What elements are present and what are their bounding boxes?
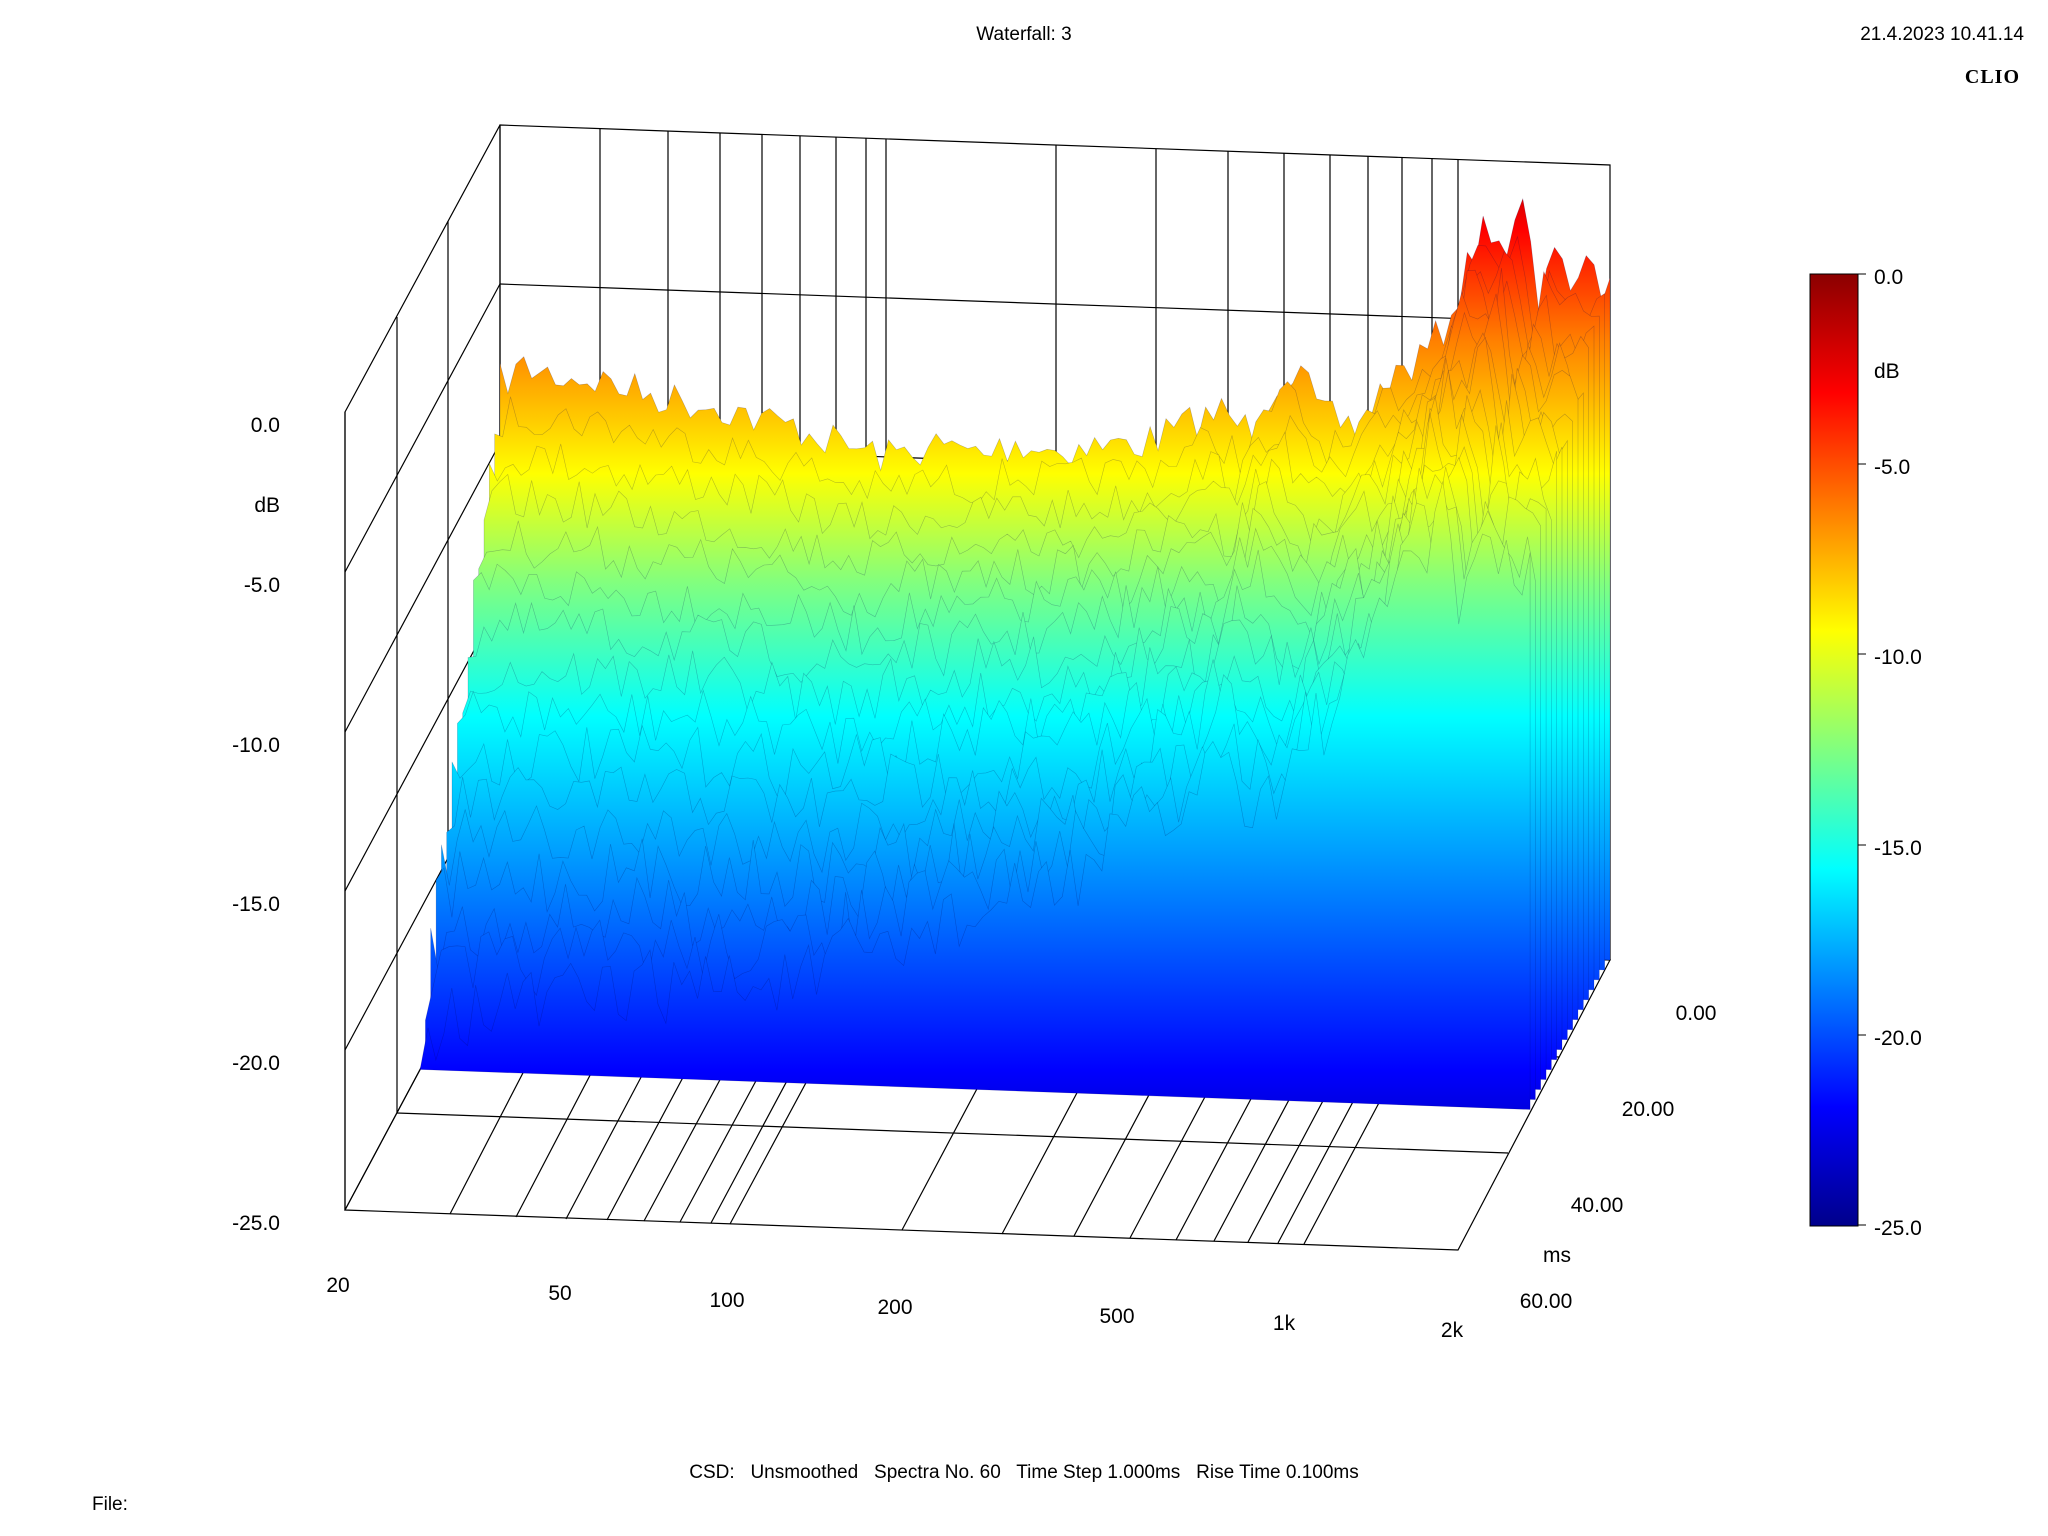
brand-logo: CLIO <box>1964 66 2020 88</box>
left-gridline-db <box>344 283 501 573</box>
colorbar: 0.0 dB -5.0 -10.0 -15.0 -20.0 -25.0 <box>1809 266 1922 1240</box>
db-tick-label: -25.0 <box>232 1212 280 1235</box>
time-tick-label: 60.00 <box>1520 1290 1573 1313</box>
freq-tick-label: 50 <box>548 1282 571 1305</box>
colorbar-tick-label: -25.0 <box>1874 1217 1922 1240</box>
back-gridline-db <box>499 283 1611 325</box>
colorbar-tick-label: 0.0 <box>1874 266 1903 289</box>
time-tick-label: 0.00 <box>1676 1002 1717 1025</box>
time-axis-labels: 0.00 20.00 40.00 ms 60.00 <box>1520 1002 1717 1313</box>
measurement-settings: CSD: Unsmoothed Spectra No. 60 Time Step… <box>689 1462 1359 1483</box>
timestamp: 21.4.2023 10.41.14 <box>1860 24 2024 45</box>
db-tick-label: -15.0 <box>232 893 280 916</box>
db-tick-label: 0.0 <box>251 414 280 437</box>
time-tick-label: 20.00 <box>1622 1098 1675 1121</box>
time-tick-label: 40.00 <box>1571 1194 1624 1217</box>
freq-tick-label: 500 <box>1099 1305 1134 1328</box>
db-tick-label: -5.0 <box>244 574 280 597</box>
db-axis-title: dB <box>254 494 280 517</box>
freq-tick-label: 100 <box>709 1289 744 1312</box>
chart-title: Waterfall: 3 <box>976 24 1072 45</box>
floor-gridline-time <box>396 1112 1509 1154</box>
left-gridline-db <box>344 442 501 733</box>
colorbar-tick-label: -5.0 <box>1874 456 1910 479</box>
colorbar-tick-label: -10.0 <box>1874 646 1922 669</box>
spectrum-slice <box>419 481 1531 1110</box>
colorbar-tick-label: -20.0 <box>1874 1027 1922 1050</box>
colorbar-tick-label: -15.0 <box>1874 837 1922 860</box>
freq-tick-label: 1k <box>1273 1312 1296 1335</box>
waterfall-surface <box>419 197 1611 1110</box>
db-tick-label: -10.0 <box>232 734 280 757</box>
colorbar-gradient <box>1809 273 1859 1227</box>
freq-tick-label: 20 <box>326 1274 349 1297</box>
db-axis-labels: 0.0 dB -5.0 -10.0 -15.0 -20.0 -25.0 <box>232 414 280 1235</box>
freq-axis-labels: 20 50 100 200 500 1k 2k <box>326 1274 1463 1342</box>
freq-tick-label: 200 <box>877 1296 912 1319</box>
colorbar-title: dB <box>1874 360 1900 383</box>
file-label: File: <box>92 1494 128 1515</box>
db-tick-label: -20.0 <box>232 1052 280 1075</box>
time-axis-title: ms <box>1543 1244 1571 1267</box>
freq-tick-label: 2k <box>1441 1319 1464 1342</box>
